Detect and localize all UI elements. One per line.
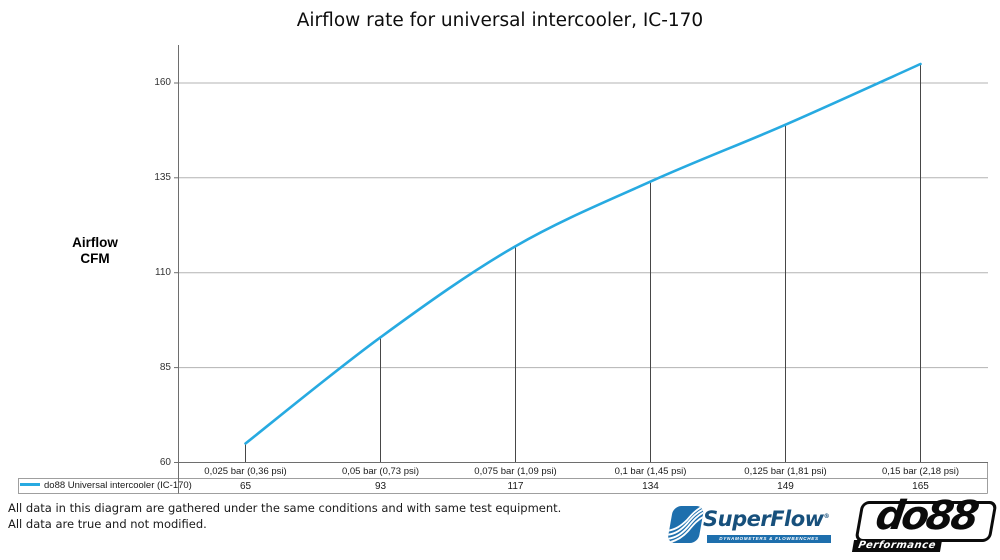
footer-line1: All data in this diagram are gathered un…	[8, 501, 562, 515]
table-value-cell: 117	[507, 481, 524, 492]
series-line-swatch	[20, 483, 40, 486]
y-tick-label: 60	[159, 456, 171, 468]
do88-tagline: Performance	[851, 540, 943, 552]
registered-trademark-icon: ®	[823, 513, 830, 520]
footer-disclaimer: All data in this diagram are gathered un…	[8, 501, 561, 532]
x-axis-label: 0,125 bar (1,81 psi)	[744, 466, 827, 477]
x-axis-label: 0,025 bar (0,36 psi)	[204, 466, 287, 477]
y-axis-title: Airflow CFM	[58, 235, 132, 267]
table-value-cell: 134	[642, 481, 659, 492]
do88-wordmark: do88	[872, 493, 980, 539]
superflow-wordmark: SuperFlow®	[703, 507, 830, 531]
x-axis-label: 0,15 bar (2,18 psi)	[881, 466, 960, 477]
footer-line2: All data are true and not modified.	[8, 516, 207, 531]
table-value-cell: 65	[239, 481, 252, 492]
superflow-logo: SuperFlow® DYNAMOMETERS & FLOWBENCHES	[666, 503, 834, 549]
y-axis-title-line2: CFM	[80, 251, 110, 266]
table-value-cell: 93	[374, 481, 387, 492]
series-line	[244, 62, 922, 445]
y-axis-title-line1: Airflow	[72, 235, 118, 250]
x-axis-label: 0,075 bar (1,09 psi)	[474, 466, 557, 477]
legend-cell: do88 Universal intercooler (IC-170)	[20, 479, 192, 493]
table-value-cell: 165	[912, 481, 929, 492]
y-tick-label: 135	[154, 171, 171, 183]
y-tick-label: 85	[159, 361, 171, 373]
y-tick-label: 160	[154, 77, 171, 88]
table-value-cell: 149	[777, 481, 794, 492]
series-name-label: do88 Universal intercooler (IC-170)	[44, 480, 192, 491]
y-tick-label: 110	[155, 266, 171, 278]
superflow-wave-icon	[666, 506, 705, 543]
do88-logo: do88 Performance	[848, 493, 1000, 556]
superflow-tagline: DYNAMOMETERS & FLOWBENCHES	[707, 535, 831, 543]
chart-title: Airflow rate for universal intercooler, …	[296, 10, 704, 31]
x-axis-label: 0,05 bar (0,73 psi)	[341, 466, 420, 477]
x-axis-label: 0,1 bar (1,45 psi)	[614, 466, 687, 477]
